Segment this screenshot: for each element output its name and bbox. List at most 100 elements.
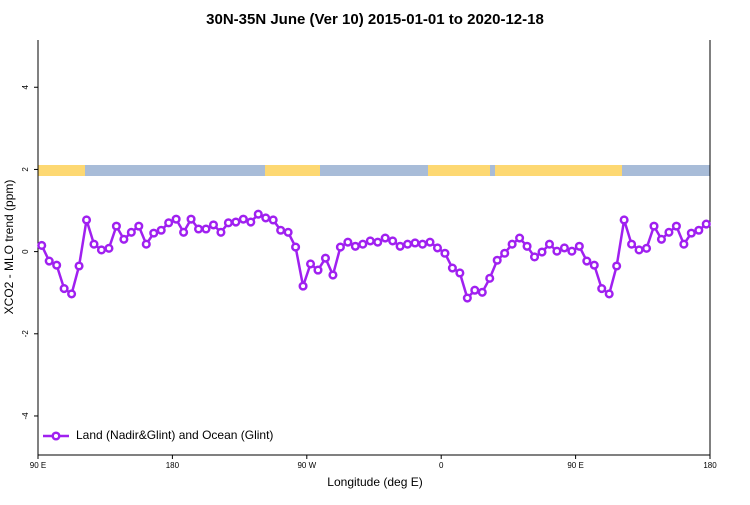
data-point [208, 220, 219, 230]
data-point [37, 240, 47, 250]
data-point [485, 273, 495, 283]
data-point [261, 213, 271, 223]
y-tick-label: 4 [21, 84, 30, 89]
data-point [156, 225, 166, 235]
data-point [328, 270, 338, 280]
data-point [656, 234, 667, 244]
data-point [74, 261, 84, 271]
data-point [104, 243, 114, 253]
data-point [529, 252, 540, 262]
data-point [67, 289, 77, 299]
data-point [141, 239, 151, 249]
data-point [149, 228, 159, 238]
data-point [701, 219, 711, 229]
data-point [231, 217, 241, 227]
data-point [686, 228, 696, 238]
data-point [544, 239, 555, 249]
data-point [679, 239, 689, 249]
data-point [552, 246, 562, 256]
data-point [238, 214, 248, 224]
data-point [612, 261, 622, 271]
data-point [492, 255, 502, 265]
data-point [694, 225, 704, 235]
y-tick-label: -2 [21, 330, 30, 338]
y-tick-label: -4 [21, 412, 30, 420]
data-point [432, 243, 443, 253]
data-point [403, 239, 413, 249]
data-point [253, 209, 263, 219]
data-point [335, 242, 345, 252]
data-point [44, 256, 54, 266]
data-point [641, 243, 652, 253]
data-point [365, 236, 375, 246]
data-point [223, 218, 233, 228]
data-point [410, 238, 420, 248]
x-tick-label: 90 W [297, 461, 316, 470]
data-point [193, 224, 204, 234]
data-point [89, 239, 99, 249]
x-tick-label: 0 [439, 461, 444, 470]
data-point [388, 236, 398, 246]
data-point [268, 215, 278, 225]
x-axis-label: Longitude (deg E) [327, 475, 422, 489]
data-point [522, 241, 532, 251]
y-axis-label: XCO2 - MLO trend (ppm) [2, 180, 16, 315]
data-point [440, 248, 450, 258]
data-point [201, 224, 211, 234]
y-tick-label: 0 [21, 249, 30, 254]
data-point [671, 221, 681, 231]
legend-label: Land (Nadir&Glint) and Ocean (Glint) [76, 428, 273, 442]
data-point [447, 263, 457, 273]
data-point [119, 234, 129, 244]
data-point [500, 248, 510, 258]
data-point [313, 265, 323, 275]
data-point [298, 281, 308, 291]
data-point [164, 218, 174, 228]
data-point [380, 233, 390, 243]
data-point [52, 260, 62, 270]
data-point [343, 237, 353, 247]
x-tick-label: 90 E [567, 461, 583, 470]
x-tick-label: 180 [166, 461, 180, 470]
data-point [649, 221, 659, 231]
data-point [171, 214, 181, 224]
data-point [305, 259, 316, 269]
data-point [634, 245, 644, 255]
data-point [126, 227, 136, 237]
data-point [582, 256, 592, 266]
data-point [134, 221, 144, 231]
data-point [350, 241, 360, 251]
data-point [455, 268, 465, 278]
data-point [559, 243, 569, 253]
data-point [462, 293, 472, 303]
data-point [216, 227, 226, 237]
data-point [179, 227, 189, 237]
data-point [567, 246, 577, 256]
data-point [604, 289, 614, 299]
data-point [246, 217, 256, 227]
data-point [276, 225, 286, 235]
data-point [96, 245, 107, 255]
data-point [320, 253, 331, 263]
land-ocean-strip [38, 165, 710, 176]
data-point [373, 237, 383, 247]
data-point [589, 260, 599, 270]
data-point [417, 239, 428, 249]
y-tick-label: 2 [21, 167, 30, 172]
data-point [395, 241, 405, 251]
data-point [81, 215, 92, 225]
data-point [470, 285, 480, 295]
data-point [597, 284, 607, 294]
chart-title: 30N-35N June (Ver 10) 2015-01-01 to 2020… [206, 11, 544, 28]
data-point [358, 239, 368, 249]
data-point [477, 287, 487, 297]
data-point [627, 239, 637, 249]
data-point [507, 239, 517, 249]
legend-marker [51, 431, 61, 441]
data-point [111, 221, 121, 231]
data-point [291, 242, 301, 252]
data-point [515, 233, 525, 243]
x-tick-label: 180 [703, 461, 717, 470]
data-point [59, 284, 69, 294]
